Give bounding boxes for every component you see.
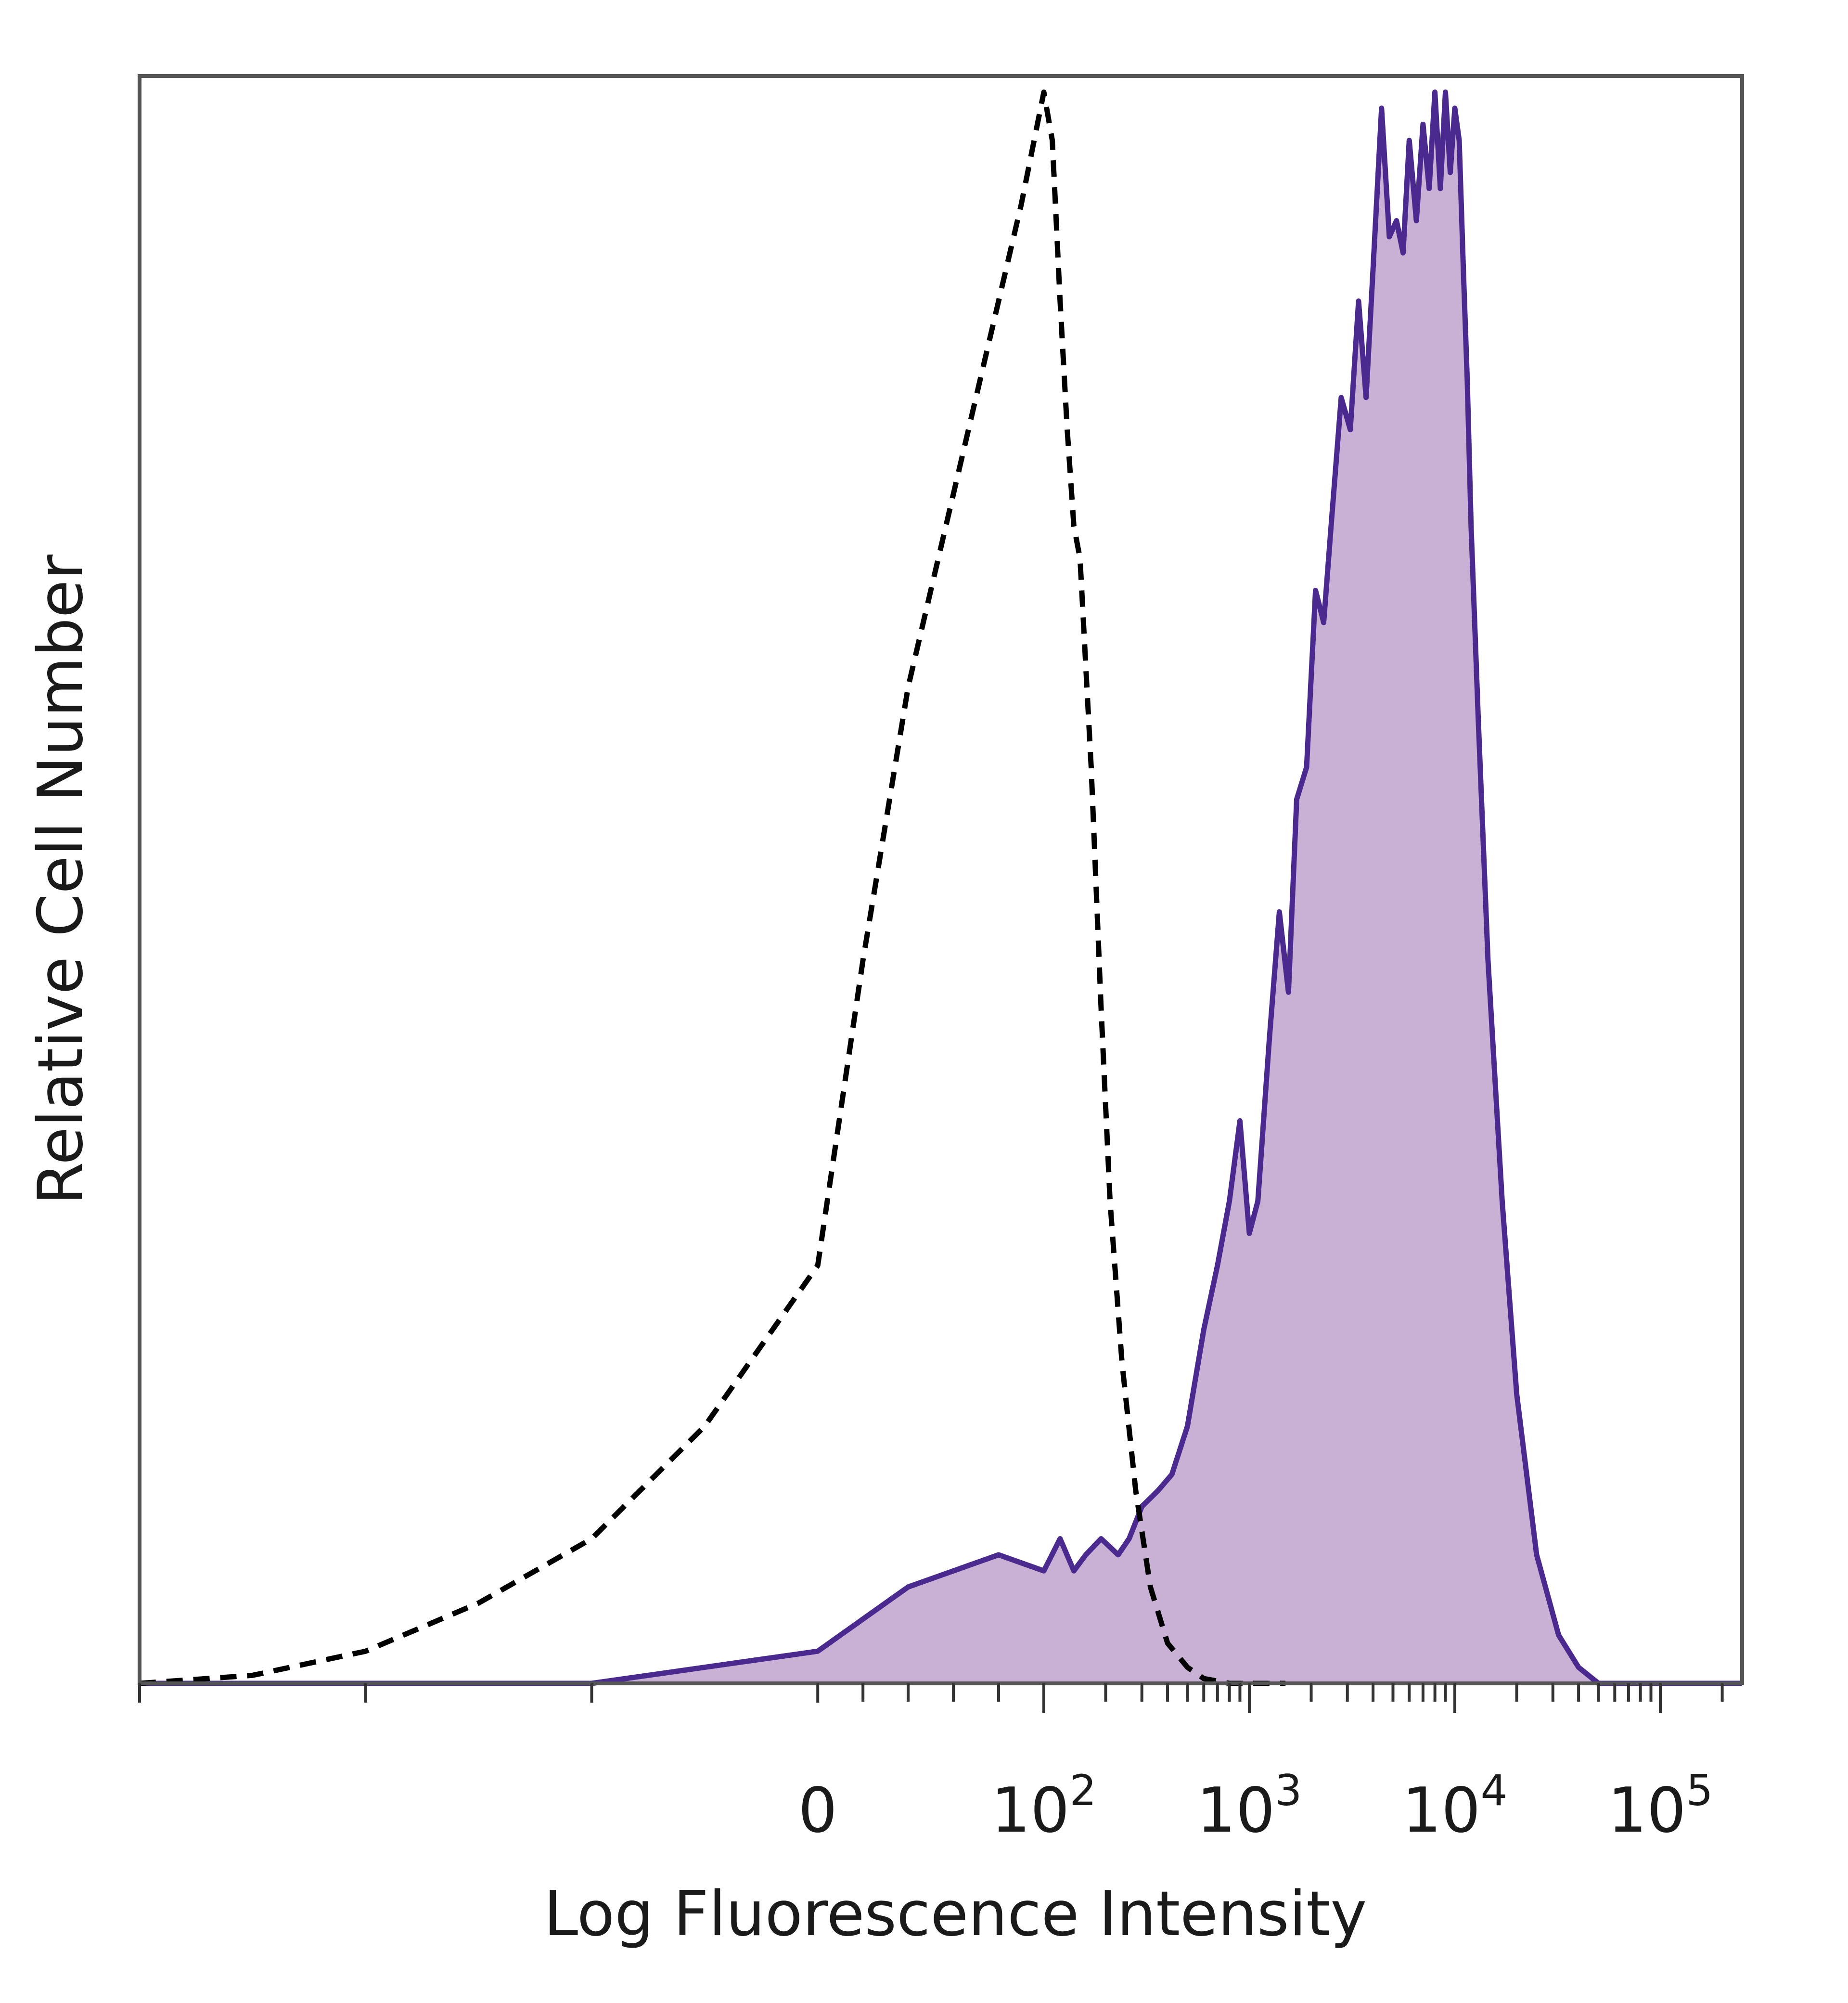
stained-histogram-fill: [140, 92, 1742, 1684]
x-tick-label: 102: [991, 1766, 1097, 1847]
x-axis-label: Log Fluorescence Intensity: [544, 1878, 1367, 1950]
x-tick-label: 0: [798, 1775, 837, 1847]
series-layer: [139, 89, 1742, 1686]
stained-histogram-line: [140, 89, 1742, 1686]
y-axis-label: Relative Cell Number: [25, 555, 97, 1205]
plot-frame: [138, 74, 1744, 1685]
x-tick-label: 104: [1402, 1766, 1508, 1847]
x-tick-label: 105: [1608, 1766, 1713, 1847]
control-histogram-line: [139, 89, 1286, 1686]
x-tick-label: 103: [1197, 1766, 1302, 1847]
x-axis-ticks: [138, 1683, 1724, 1713]
x-axis-tick-labels: 0 102 103 104 105: [798, 1766, 1713, 1847]
